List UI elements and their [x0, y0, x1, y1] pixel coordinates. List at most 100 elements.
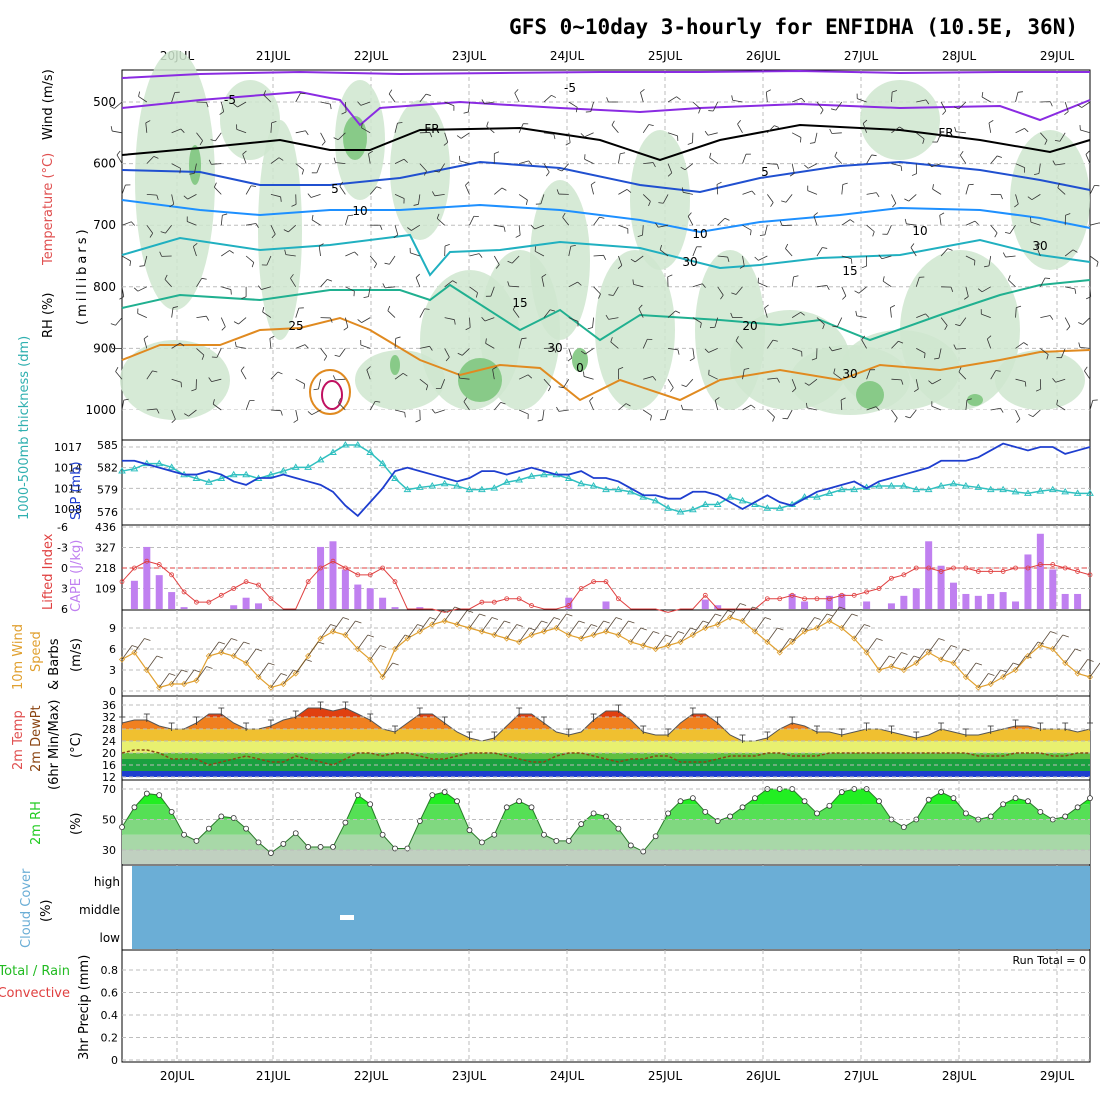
ylabel-speed: Speed: [29, 631, 44, 672]
wind-barb-flag: [876, 638, 883, 641]
upper-wind-barb-flag: [210, 139, 216, 142]
upper-wind-barb-flag: [354, 251, 359, 256]
wind-barb-flag: [988, 673, 995, 676]
li-point: [889, 575, 894, 581]
rh-point: [305, 844, 312, 850]
rh-shading: [595, 250, 675, 410]
upper-wind-barb: [891, 378, 902, 381]
upper-wind-barb: [187, 221, 197, 226]
upper-wind-barb-flag: [698, 108, 701, 114]
upper-wind-barb: [667, 348, 679, 351]
freezing-level: [121, 123, 1091, 162]
bottom-date-label: 23JUL: [452, 1069, 487, 1083]
upper-wind-barb: [939, 215, 942, 226]
upper-wind-barb-flag: [575, 107, 578, 113]
wind-barb: [915, 648, 927, 664]
thickness-point: [540, 470, 548, 478]
ylabel-precip: 3hr Precip (mm): [77, 955, 92, 1060]
upper-wind-barb: [664, 409, 669, 420]
temp-band: [122, 729, 1090, 741]
wind-barb: [1089, 662, 1100, 678]
cape-bar: [143, 546, 151, 609]
li-point: [1050, 562, 1056, 567]
upper-wind-barb-flag: [1096, 261, 1099, 267]
contour-label: 20: [742, 319, 757, 333]
upper-wind-barb: [613, 286, 619, 296]
upper-wind-barb: [916, 313, 926, 318]
rh-band: [122, 819, 1090, 835]
upper-wind-barb-flag: [403, 158, 408, 163]
wind-barb: [655, 634, 666, 650]
upper-wind-barb-flag: [652, 376, 657, 381]
upper-wind-barb-flag: [338, 398, 341, 403]
upper-wind-barb: [608, 317, 619, 320]
upper-wind-barb-flag: [744, 367, 750, 370]
thickness-point: [825, 489, 834, 496]
upper-wind-barb: [245, 185, 252, 195]
wind-speed-point: [329, 628, 337, 635]
upper-wind-barb-flag: [280, 196, 282, 202]
upper-wind-barb: [735, 340, 743, 349]
upper-wind-barb: [1089, 255, 1099, 263]
upper-wind-barb-flag: [465, 327, 471, 331]
upper-wind-barb: [642, 194, 651, 202]
upper-wind-barb: [418, 194, 421, 205]
contour-label: 25: [288, 319, 303, 333]
upper-wind-barb-flag: [368, 150, 373, 155]
upper-wind-barb: [667, 163, 673, 174]
precip-ylabels: Total / Rain Convective 3hr Precip (mm) …: [0, 954, 1086, 1060]
rh-high-shading: [189, 145, 201, 185]
upper-wind-barb-flag: [229, 250, 234, 254]
wind-barb: [270, 673, 282, 688]
upper-wind-barb-flag: [650, 415, 652, 421]
rh-point: [950, 795, 957, 802]
wind-speed-point: [255, 673, 262, 681]
chart-title: GFS 0~10day 3-hourly for ENFIDHA (10.5E,…: [509, 15, 1078, 39]
upper-wind-barb: [909, 409, 917, 419]
upper-wind-barb: [360, 344, 371, 349]
wind-speed-point: [267, 684, 274, 691]
upper-wind-barb: [540, 194, 545, 205]
wind-speed-point: [1049, 645, 1056, 653]
contour-label: 10: [352, 204, 367, 218]
upper-wind-barb-flag: [549, 309, 556, 312]
cape-li-panel: -6 -3 0 3 6 436 327 218 109: [57, 521, 1093, 616]
upper-wind-barb: [114, 101, 123, 109]
rh-high-shading: [390, 355, 400, 375]
upper-wind-barb: [932, 188, 942, 195]
wind-barb: [729, 603, 741, 618]
upper-wind-barb: [320, 101, 331, 105]
wind-speed-point: [516, 638, 523, 646]
wind-barb: [928, 638, 939, 653]
upper-wind-barb-flag: [159, 251, 163, 257]
upper-wind-barb: [490, 286, 495, 297]
upper-wind-barb: [861, 339, 867, 349]
rh-point: [491, 831, 498, 838]
upper-wind-barb: [742, 255, 745, 266]
upper-wind-barb: [290, 278, 297, 288]
upper-wind-barb: [891, 91, 893, 103]
rh-point: [801, 798, 808, 805]
li-point: [181, 589, 187, 595]
upper-wind-barb: [389, 255, 396, 265]
li-point: [566, 603, 572, 608]
upper-wind-barb: [171, 163, 181, 169]
top-date-label: 25JUL: [648, 49, 683, 63]
thickness-point: [267, 470, 275, 478]
upper-wind-barb: [1015, 163, 1025, 169]
upper-wind-barb: [1015, 307, 1017, 318]
wind-barb: [345, 620, 356, 636]
wind-barb: [245, 648, 257, 664]
upper-wind-barb-flag: [770, 202, 774, 207]
thickness-point: [937, 481, 945, 489]
rh-point: [826, 802, 833, 809]
thickness-tick: 585: [97, 439, 118, 452]
upper-wind-barb-flag: [562, 212, 566, 218]
upper-wind-barb-flag: [675, 310, 681, 314]
rh-point: [243, 825, 250, 832]
upper-wind-barb: [891, 340, 899, 349]
upper-wind-barb-flag: [119, 296, 124, 300]
wind-speed-point: [764, 638, 771, 646]
upper-wind-barb: [891, 194, 897, 204]
upper-wind-barb: [792, 348, 802, 352]
